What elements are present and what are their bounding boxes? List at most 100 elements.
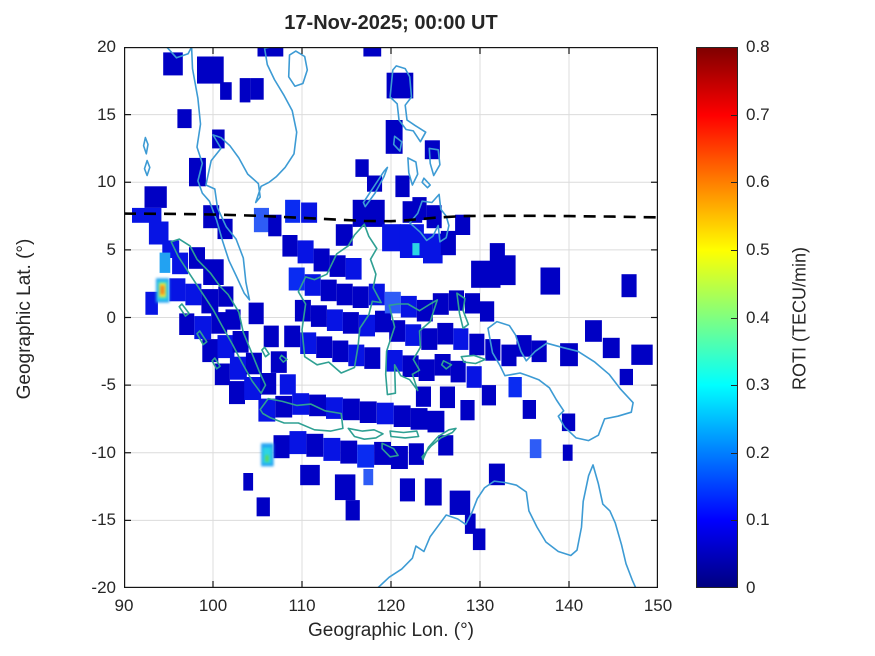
roti-cell xyxy=(400,295,417,318)
roti-cell xyxy=(424,478,442,506)
y-tick-label: -20 xyxy=(91,578,116,597)
colorbar-tick-label: 0.2 xyxy=(746,443,770,462)
roti-cell xyxy=(263,325,279,348)
roti-cell xyxy=(273,435,290,459)
roti-cell xyxy=(631,344,653,365)
roti-cell xyxy=(481,385,496,406)
coastline-light-blue xyxy=(362,166,389,208)
roti-cell xyxy=(386,350,403,372)
roti-cell xyxy=(340,440,358,464)
colorbar-tick-mark xyxy=(731,385,737,386)
roti-cell xyxy=(169,278,186,302)
roti-cell xyxy=(310,305,327,327)
coastline-teal xyxy=(347,427,384,441)
roti-cell xyxy=(256,497,270,517)
coastline-teal xyxy=(381,442,399,458)
roti-cell xyxy=(352,286,369,308)
roti-cell xyxy=(399,478,415,502)
roti-cell xyxy=(329,255,346,277)
y-axis-label: Geographic Lat. (°) xyxy=(14,238,35,400)
roti-cell xyxy=(229,381,245,405)
map-plot-area xyxy=(124,47,658,588)
roti-cell xyxy=(364,347,381,369)
roti-cell xyxy=(239,78,251,103)
roti-cell xyxy=(248,302,264,325)
coastline-light-blue xyxy=(407,157,419,186)
coastline-light-blue xyxy=(421,177,432,189)
roti-cell xyxy=(384,291,401,314)
roti-cell xyxy=(159,252,171,273)
coastline-teal xyxy=(196,330,208,346)
roti-cell xyxy=(306,433,324,457)
x-tick-label: 120 xyxy=(376,596,406,615)
roti-cell xyxy=(203,259,224,285)
coastline-teal xyxy=(297,223,383,374)
roti-cell xyxy=(480,301,495,322)
roti-cell xyxy=(268,214,282,237)
roti-cell xyxy=(332,340,349,363)
roti-cell xyxy=(363,469,374,486)
roti-cell xyxy=(243,473,254,491)
roti-cell xyxy=(359,314,375,337)
roti-cell xyxy=(399,224,424,258)
colorbar-tick-mark xyxy=(731,250,737,251)
roti-cell xyxy=(439,386,455,409)
roti-cell xyxy=(144,186,167,208)
roti-cell xyxy=(285,199,301,223)
roti-cell xyxy=(201,289,219,314)
roti-cell xyxy=(217,335,235,359)
x-axis-label: Geographic Lon. (°) xyxy=(307,620,475,641)
roti-cell xyxy=(260,373,277,395)
roti-cell xyxy=(437,322,454,345)
roti-cell xyxy=(300,464,320,486)
roti-cell xyxy=(342,398,360,421)
roti-cell xyxy=(438,435,454,456)
roti-cell xyxy=(376,402,394,425)
roti-cell xyxy=(602,337,620,359)
roti-cell xyxy=(464,513,476,534)
roti-cell xyxy=(621,274,637,298)
roti-cell xyxy=(418,359,435,381)
coastline-light-blue xyxy=(142,136,149,155)
roti-cell xyxy=(220,82,232,100)
coastline-light-blue xyxy=(376,464,637,588)
roti-cell xyxy=(375,310,391,333)
roti-cell xyxy=(203,205,220,229)
map-svg xyxy=(124,47,658,588)
roti-cell xyxy=(359,401,377,423)
roti-cell xyxy=(288,267,305,291)
roti-cell xyxy=(382,224,401,252)
roti-cell xyxy=(177,109,192,129)
x-tick-label: 130 xyxy=(465,596,495,615)
roti-cell xyxy=(560,343,578,367)
roti-cell xyxy=(529,439,542,459)
coastline-teal xyxy=(456,292,470,330)
roti-cell xyxy=(499,255,516,286)
y-tick-label: -15 xyxy=(91,510,116,530)
coastline-teal xyxy=(440,359,453,370)
roti-cell xyxy=(275,395,293,418)
coastline-teal xyxy=(261,346,270,358)
roti-cell xyxy=(562,444,573,461)
coastline-light-blue xyxy=(287,50,309,88)
roti-cell xyxy=(402,201,423,223)
roti-cell xyxy=(194,316,212,340)
roti-cell xyxy=(225,309,241,330)
roti-cell xyxy=(405,324,422,346)
roti-cell xyxy=(323,437,341,461)
y-tick-label: 10 xyxy=(97,172,116,192)
roti-cell xyxy=(282,235,298,257)
roti-cell xyxy=(244,377,262,400)
roti-cell xyxy=(148,221,169,245)
roti-cell xyxy=(297,240,314,264)
roti-cell xyxy=(522,400,536,419)
roti-cell xyxy=(424,140,440,160)
roti-cell xyxy=(253,207,269,233)
roti-cell xyxy=(132,207,162,223)
roti-cell xyxy=(464,293,480,314)
coastline-light-blue xyxy=(165,47,298,301)
x-tick-label: 150 xyxy=(643,596,673,615)
roti-cell xyxy=(440,230,456,256)
roti-cell xyxy=(172,252,189,275)
roti-cell xyxy=(531,340,547,363)
